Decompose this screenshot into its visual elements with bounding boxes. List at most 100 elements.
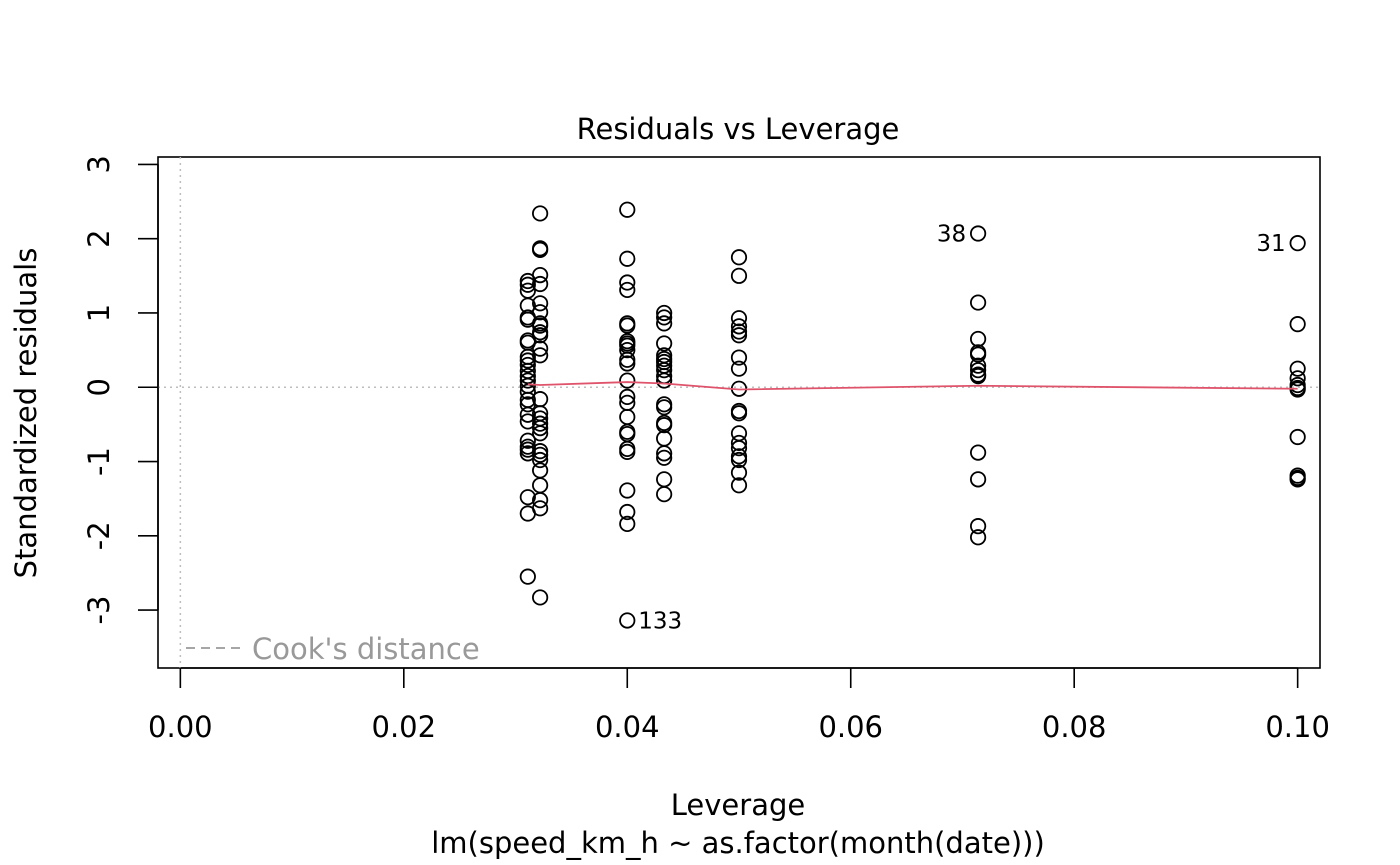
residual-point: [619, 482, 636, 499]
residual-point: [730, 349, 748, 366]
residual-point: [532, 327, 549, 344]
residual-point: [619, 317, 636, 334]
residual-point: [970, 330, 987, 348]
residual-point: [619, 281, 636, 299]
residual-point: [532, 340, 549, 357]
residual-point: [532, 275, 549, 293]
legend: Cook's distance: [186, 632, 480, 666]
x-axis: 0.00 0.02 0.04 0.06 0.08 0.10: [148, 667, 1330, 744]
x-tick-label: 0.00: [148, 710, 213, 744]
y-tick-label: 1: [82, 304, 116, 322]
residual-point: [532, 492, 549, 509]
residual-point: [532, 205, 549, 222]
residual-point: [730, 434, 748, 452]
residual-point: [532, 446, 549, 463]
y-axis: -3 -2 -1 0 1 2 3: [82, 155, 159, 625]
residual-point: [970, 346, 987, 363]
residual-point: [970, 368, 987, 385]
residual-point: [656, 445, 673, 462]
residual-point: [730, 464, 748, 481]
reference-lines: [158, 157, 1320, 668]
residual-point: [532, 347, 549, 364]
residual-point: [970, 225, 987, 242]
residual-point: [619, 342, 636, 359]
residual-point: [519, 445, 536, 462]
point-annotations: 38 31 133: [638, 222, 1285, 635]
residual-point: [532, 241, 549, 258]
residual-point: [619, 612, 636, 629]
residual-point: [532, 500, 549, 517]
y-tick-label: -2: [82, 521, 116, 550]
residual-point: [656, 335, 673, 352]
residual-point: [730, 451, 748, 469]
residual-point: [532, 295, 549, 312]
residual-point: [1289, 360, 1306, 377]
legend-label: Cook's distance: [252, 632, 480, 666]
residual-point: [519, 372, 536, 389]
y-tick-label: 0: [82, 378, 116, 396]
x-tick-label: 0.04: [595, 710, 660, 744]
residual-point: [519, 368, 536, 385]
residual-point: [532, 451, 549, 469]
y-tick-label: 2: [82, 229, 116, 247]
residual-point: [619, 274, 636, 291]
residual-point: [1289, 428, 1306, 446]
residual-point: [519, 489, 536, 506]
residual-point: [519, 568, 536, 585]
residual-point: [730, 405, 748, 422]
residual-point: [1289, 471, 1306, 488]
residual-point: [532, 415, 549, 432]
y-axis-label: Standardized residuals: [9, 248, 43, 579]
plot-frame: [157, 156, 1321, 669]
residual-point: [519, 406, 536, 423]
residual-point: [1289, 370, 1306, 387]
x-tick-label: 0.02: [372, 710, 437, 744]
residual-point: [656, 362, 673, 379]
point-id-label: 38: [937, 222, 966, 248]
residual-point: [970, 444, 987, 461]
residual-point: [730, 310, 748, 327]
residual-point: [532, 266, 549, 284]
x-axis-label: Leverage: [671, 788, 805, 822]
chart-title: Residuals vs Leverage: [577, 112, 900, 146]
residual-point: [730, 249, 748, 266]
data-points: [519, 201, 1306, 629]
y-tick-label: -3: [82, 596, 116, 625]
x-tick-label: 0.10: [1265, 710, 1330, 744]
residual-point: [656, 417, 673, 434]
residual-point: [656, 430, 673, 447]
residual-point: [532, 477, 549, 494]
residual-point: [730, 323, 748, 340]
x-tick-label: 0.08: [1042, 710, 1107, 744]
residual-point: [656, 315, 673, 332]
residual-point: [619, 388, 636, 406]
residual-point: [656, 372, 673, 389]
residual-point: [619, 443, 636, 460]
residual-point: [532, 317, 549, 334]
model-formula-subtitle: lm(speed_km_h ~ as.factor(month(date))): [431, 826, 1045, 860]
residual-point: [532, 462, 549, 479]
residual-point: [619, 515, 636, 533]
residual-point: [970, 357, 987, 374]
point-id-label: 133: [638, 608, 682, 634]
residual-point: [532, 589, 549, 606]
x-tick-label: 0.06: [818, 710, 883, 744]
residual-point: [619, 372, 636, 389]
point-id-label: 31: [1256, 231, 1285, 257]
residual-point: [532, 443, 549, 460]
residual-point: [1289, 235, 1306, 252]
residual-point: [730, 267, 748, 284]
residual-point: [656, 309, 673, 326]
residual-point: [730, 477, 748, 494]
residual-point: [970, 518, 987, 535]
residual-point: [970, 362, 987, 379]
residual-point: [970, 471, 987, 488]
residual-point: [970, 294, 987, 311]
residual-point: [656, 304, 673, 322]
residual-point: [619, 250, 636, 267]
residual-point: [519, 356, 536, 374]
residual-point: [619, 355, 636, 372]
residual-point: [656, 486, 673, 503]
residual-point: [656, 471, 673, 488]
residual-point: [532, 304, 549, 321]
